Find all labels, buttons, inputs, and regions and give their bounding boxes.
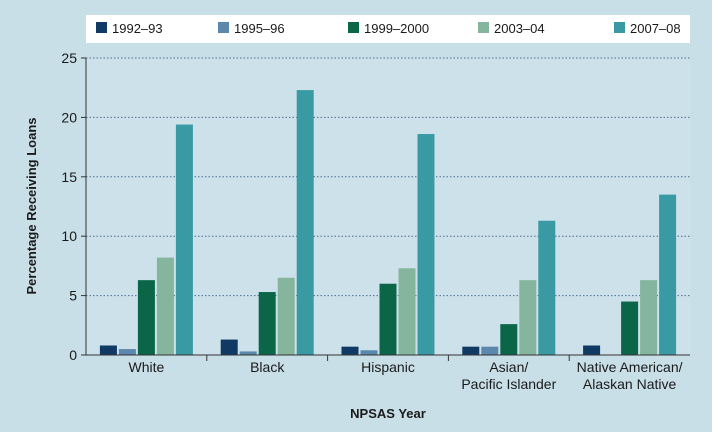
bar xyxy=(379,283,397,355)
bar xyxy=(99,345,117,355)
bar xyxy=(360,350,378,355)
x-category-label: White xyxy=(129,359,165,375)
legend-label: 2003–04 xyxy=(494,21,545,36)
bar xyxy=(239,351,257,355)
y-axis-title: Percentage Receiving Loans xyxy=(24,117,39,294)
bar xyxy=(175,124,193,355)
legend-swatch xyxy=(614,22,625,33)
bar xyxy=(462,346,480,355)
y-tick-label: 10 xyxy=(61,228,77,244)
x-category-label: Pacific Islander xyxy=(461,376,556,392)
y-tick-label: 15 xyxy=(61,169,77,185)
legend-swatch xyxy=(218,22,229,33)
legend: 1992–93 1995–96 1999–2000 2003–04 2007–08 xyxy=(96,21,681,36)
y-tick-label: 25 xyxy=(61,50,77,66)
y-tick-label: 0 xyxy=(69,347,77,363)
legend-background xyxy=(86,15,690,43)
legend-label: 1995–96 xyxy=(234,21,285,36)
y-ticks: 0 5 10 15 20 25 xyxy=(61,50,86,363)
x-axis-title: NPSAS Year xyxy=(350,406,426,421)
bar xyxy=(277,277,295,355)
bar xyxy=(583,345,601,355)
x-category-label: Hispanic xyxy=(361,359,415,375)
x-category-label: Asian/ xyxy=(489,359,528,375)
bar xyxy=(621,301,639,355)
bar xyxy=(417,134,435,355)
legend-swatch xyxy=(348,22,359,33)
x-category-label: Native American/ xyxy=(577,359,683,375)
bar xyxy=(341,346,359,355)
legend-label: 1992–93 xyxy=(112,21,163,36)
bar xyxy=(296,90,314,356)
bar xyxy=(640,280,658,355)
bar xyxy=(398,268,416,355)
legend-label: 1999–2000 xyxy=(364,21,429,36)
legend-label: 2007–08 xyxy=(630,21,681,36)
bar xyxy=(156,257,174,355)
y-tick-label: 20 xyxy=(61,109,77,125)
x-category-label: Black xyxy=(250,359,285,375)
legend-swatch xyxy=(478,22,489,33)
bars xyxy=(99,90,677,356)
bar xyxy=(118,349,136,355)
bar xyxy=(538,220,556,355)
x-categories: White Black Hispanic Asian/Pacific Islander… xyxy=(129,355,683,392)
bar xyxy=(137,280,155,355)
bar xyxy=(258,292,276,355)
x-category-label: Alaskan Native xyxy=(583,376,677,392)
bar xyxy=(500,324,518,355)
bar xyxy=(220,339,238,355)
bar xyxy=(659,194,677,355)
bar xyxy=(519,280,537,355)
y-tick-label: 5 xyxy=(69,288,77,304)
bar xyxy=(481,346,499,355)
legend-swatch xyxy=(96,22,107,33)
